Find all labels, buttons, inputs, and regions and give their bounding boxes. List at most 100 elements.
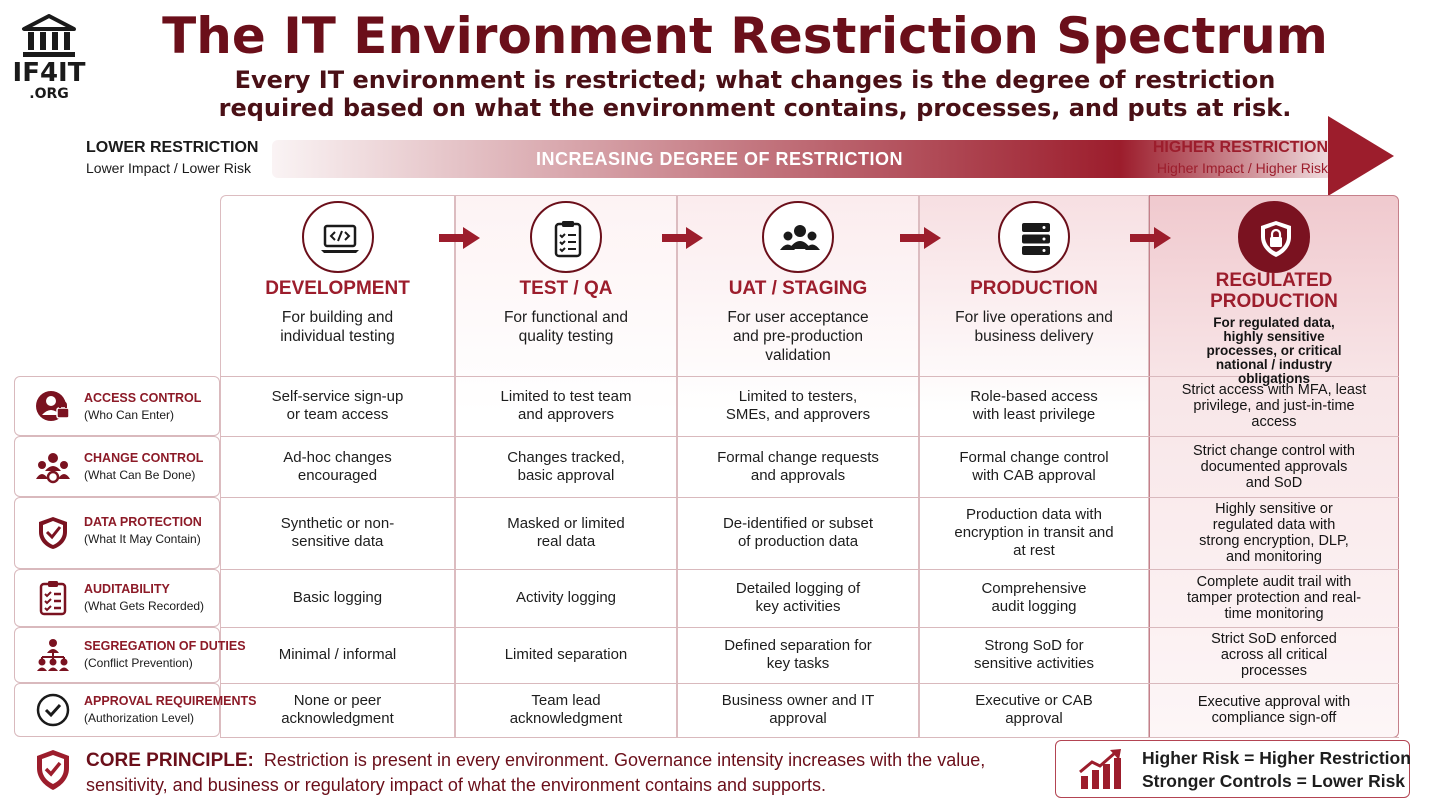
matrix-cell: Executive approval with compliance sign-… <box>1197 694 1351 726</box>
matrix-cell: Limited to test team and approvers <box>500 388 632 423</box>
risk-summary-box: Higher Risk = Higher Restriction Stronge… <box>1055 740 1411 798</box>
divider <box>220 569 1399 570</box>
column-uat-bg <box>677 195 919 738</box>
matrix-cell: Production data with encryption in trans… <box>954 506 1114 559</box>
core-principle-line-2: sensitivity, and business or regulatory … <box>86 775 827 795</box>
matrix-cell: None or peer acknowledgment <box>281 692 394 727</box>
shield-check-icon <box>37 750 69 790</box>
divider <box>220 683 1399 684</box>
restriction-matrix: ACCESS CONTROL (Who Can Enter) CHANGE CO… <box>14 195 1399 738</box>
users-group-icon <box>780 225 820 250</box>
step-arrow-icon <box>1130 227 1171 249</box>
clipboard-checklist-icon <box>554 221 582 258</box>
page-subtitle: Every IT environment is restricted; what… <box>130 66 1380 122</box>
matrix-cell: Strict access with MFA, least privilege,… <box>1181 382 1367 430</box>
logo-name: IF4IT <box>12 58 86 88</box>
control-row-access: ACCESS CONTROL (Who Can Enter) <box>14 376 220 436</box>
env-icon-circle <box>762 201 834 273</box>
step-arrow-icon <box>900 227 941 249</box>
server-icon <box>1022 223 1050 255</box>
people-gear-icon <box>36 452 70 483</box>
control-row-change: CHANGE CONTROL (What Can Be Done) <box>14 436 220 497</box>
matrix-cell: Business owner and IT approval <box>721 692 875 727</box>
checklist-icon <box>39 581 67 616</box>
divider <box>220 497 1399 498</box>
env-description: For regulated data, highly sensitive pro… <box>1206 315 1342 386</box>
env-description: For live operations and business deliver… <box>955 309 1113 345</box>
env-icon-circle <box>301 201 374 273</box>
control-sub: (What Can Be Done) <box>84 468 196 482</box>
core-principle-line-1: Restriction is present in every environm… <box>263 750 986 770</box>
matrix-cell: Synthetic or non-sensitive data <box>280 515 395 550</box>
divider <box>220 436 1399 437</box>
restriction-spectrum-arrow <box>272 140 1332 178</box>
column-test-bg <box>455 195 677 738</box>
shield-check-icon <box>39 517 67 549</box>
core-principle: CORE PRINCIPLE: Restriction is present i… <box>30 748 1040 800</box>
control-sub: (What It May Contain) <box>84 532 201 546</box>
user-lock-icon <box>36 391 70 421</box>
control-title: ACCESS CONTROL <box>84 391 202 405</box>
control-sub: (Who Can Enter) <box>84 408 175 422</box>
matrix-cell: Strict change control with documented ap… <box>1193 442 1355 491</box>
shield-lock-icon <box>1261 221 1291 257</box>
if4it-logo: IF4IT .ORG <box>8 14 90 114</box>
env-description: For functional and quality testing <box>503 309 629 345</box>
env-header-regulated: REGULATED PRODUCTION For regulated data,… <box>1149 195 1399 386</box>
step-arrow-icon <box>662 227 703 249</box>
matrix-cell: Limited to testers, SMEs, and approvers <box>725 388 871 423</box>
higher-restriction-sub: Higher Impact / Higher Risk <box>1156 160 1328 176</box>
spectrum-arrow-label: INCREASING DEGREE OF RESTRICTION <box>535 149 904 169</box>
matrix-cell: Team lead acknowledgment <box>509 692 623 727</box>
lower-restriction-label: LOWER RESTRICTION Lower Impact / Lower R… <box>86 138 286 178</box>
matrix-cell: Limited separation <box>504 646 628 663</box>
matrix-cell: Defined separation for key tasks <box>724 637 872 672</box>
control-title: SEGREGATION OF DUTIES <box>84 639 246 653</box>
env-name: PRODUCTION <box>970 278 1098 299</box>
control-title: AUDITABILITY <box>84 582 170 596</box>
matrix-cell: Highly sensitive or regulated data with … <box>1199 501 1349 565</box>
env-name: UAT / STAGING <box>728 278 868 299</box>
matrix-cell: Detailed logging of key activities <box>735 580 861 615</box>
matrix-cell: Changes tracked, basic approval <box>507 448 625 484</box>
divider <box>220 376 1399 377</box>
matrix-cell: Formal change control with CAB approval <box>959 448 1109 484</box>
env-icon-circle <box>998 201 1070 273</box>
env-description: For user acceptance and pre-production v… <box>727 309 869 364</box>
env-name: DEVELOPMENT <box>265 278 410 299</box>
page-title: The IT Environment Restriction Spectrum <box>162 7 1328 65</box>
divider <box>220 737 1399 738</box>
env-header-development: DEVELOPMENT For building and individual … <box>220 195 455 376</box>
env-header-test: TEST / QA For functional and quality tes… <box>455 195 677 376</box>
matrix-cell: Ad-hoc changes encouraged <box>283 448 392 484</box>
matrix-cell: Activity logging <box>515 589 617 606</box>
env-name: TEST / QA <box>519 278 613 299</box>
matrix-cell: Strong SoD for sensitive activities <box>973 637 1095 672</box>
check-circle-icon <box>36 693 70 727</box>
control-sub: (Authorization Level) <box>84 711 195 725</box>
trend-up-chart-icon <box>1079 749 1121 789</box>
matrix-cell: Formal change requests and approvals <box>717 448 879 484</box>
matrix-cell: Comprehensive audit logging <box>981 580 1087 615</box>
control-row-data: DATA PROTECTION (What It May Contain) <box>14 497 220 569</box>
building-columns-icon <box>22 14 76 57</box>
step-arrow-icon <box>439 227 480 249</box>
control-row-sod: SEGREGATION OF DUTIES (Conflict Preventi… <box>14 627 246 683</box>
subtitle-line-2: required based on what the environment c… <box>218 94 1292 122</box>
summary-line-1: Higher Risk = Higher Restriction <box>1142 748 1411 768</box>
summary-line-2: Stronger Controls = Lower Risk <box>1142 771 1406 791</box>
higher-restriction-label: HIGHER RESTRICTION Higher Impact / Highe… <box>1100 138 1328 178</box>
lower-restriction-sub: Lower Impact / Lower Risk <box>86 160 251 176</box>
env-header-uat: UAT / STAGING For user acceptance and pr… <box>677 195 919 376</box>
laptop-code-icon <box>320 224 359 253</box>
matrix-cell: Masked or limited real data <box>507 515 625 550</box>
divider <box>220 627 1399 628</box>
control-title: DATA PROTECTION <box>84 515 202 529</box>
matrix-cell: Basic logging <box>292 589 383 606</box>
env-description: For building and individual testing <box>280 309 395 345</box>
control-sub: (What Gets Recorded) <box>84 599 205 613</box>
control-row-audit: AUDITABILITY (What Gets Recorded) <box>14 569 220 627</box>
people-hierarchy-icon <box>37 639 69 671</box>
column-development-bg <box>220 195 455 738</box>
matrix-cell: Complete audit trail with tamper protect… <box>1186 574 1362 622</box>
